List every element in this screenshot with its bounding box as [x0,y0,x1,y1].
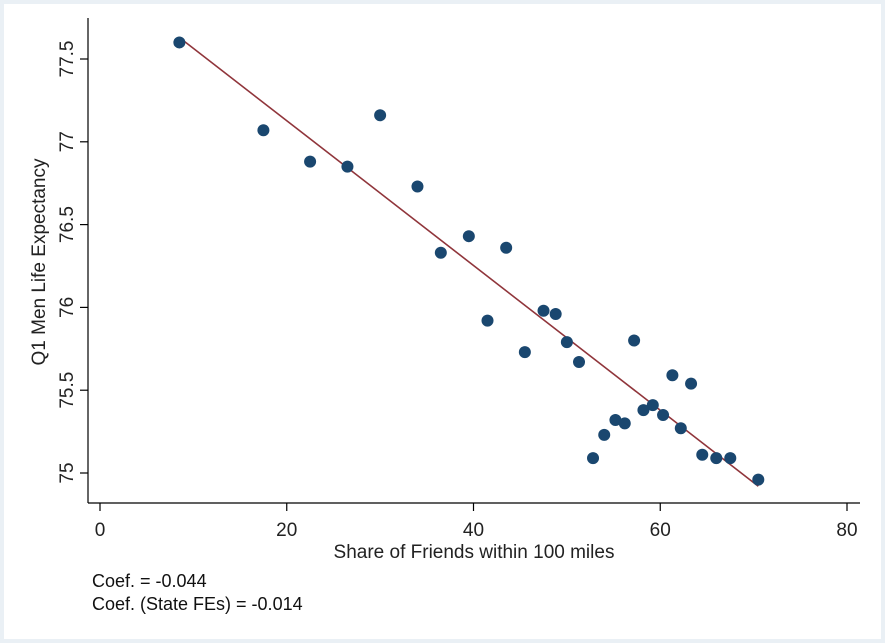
y-tick-label: 75 [57,462,78,483]
points-layer [173,36,765,486]
y-tick-label: 77.5 [57,41,78,78]
data-point [587,452,600,465]
data-point [657,409,670,422]
data-point [500,241,513,254]
x-tick-label: 60 [650,520,671,541]
y-ticks: 75 75.5 76 76.5 77 77.5 [57,41,88,484]
data-point [696,448,709,461]
fit-line-layer [178,36,759,487]
x-axis-title: Share of Friends within 100 miles [334,542,615,563]
data-point [560,336,573,349]
coefficient-note: Coef. = -0.044 [92,571,207,591]
y-tick-label: 76 [57,297,78,318]
data-point [666,369,679,382]
data-point [674,422,687,435]
x-tick-label: 40 [463,520,484,541]
data-point [646,399,659,412]
x-tick-label: 80 [836,520,857,541]
data-point [724,452,737,465]
data-point [573,356,586,369]
data-point [481,314,494,327]
data-point [341,160,354,173]
y-axis-title: Q1 Men Life Expectancy [29,158,50,365]
y-tick-label: 76.5 [57,206,78,243]
chart-frame [4,4,881,639]
data-point [537,304,550,317]
data-point [257,124,270,137]
y-tick-label: 75.5 [57,372,78,409]
data-point [549,308,562,321]
data-point [411,180,424,193]
coefficient-state-fe-note: Coef. (State FEs) = -0.014 [92,594,303,614]
data-point [518,346,531,359]
data-point [462,230,475,243]
data-point [598,428,611,441]
y-tick-label: 77 [57,131,78,152]
data-point [685,377,698,390]
data-point [637,404,650,417]
x-tick-label: 0 [95,520,106,541]
data-point [434,246,447,259]
x-ticks: 0 20 40 60 80 [95,503,858,541]
data-point [304,155,317,168]
data-point [609,414,622,427]
fit-line [178,36,759,487]
data-point [752,473,765,486]
data-point [628,334,641,347]
data-point [710,452,723,465]
data-point [618,417,631,430]
x-tick-label: 20 [276,520,297,541]
data-point [173,36,186,49]
data-point [374,109,387,122]
